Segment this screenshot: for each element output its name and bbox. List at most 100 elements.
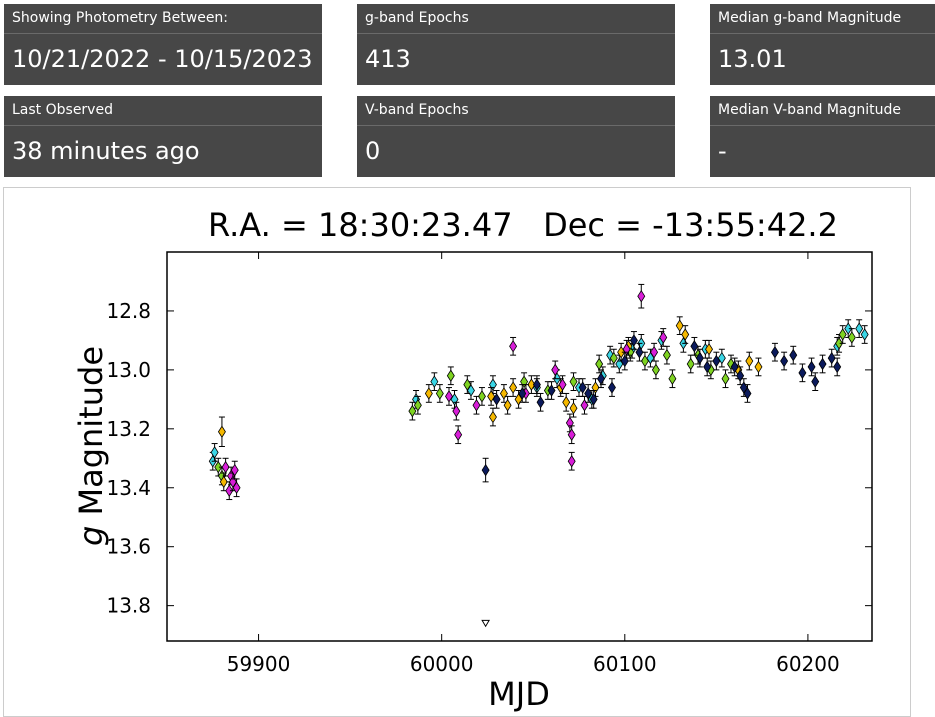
- upper-limit-marker: [481, 619, 490, 628]
- data-point-orange: [488, 410, 497, 424]
- median-v-magnitude-value: -: [718, 137, 727, 165]
- data-point-cyan: [855, 322, 864, 335]
- data-point-orange: [219, 475, 228, 489]
- data-point-cyan: [606, 348, 615, 362]
- data-point-navy: [798, 366, 807, 380]
- data-point-green: [477, 390, 486, 403]
- data-point-magenta: [558, 378, 567, 391]
- data-point-cyan: [430, 375, 439, 388]
- data-point-magenta: [637, 289, 646, 303]
- median-v-magnitude-card: Median V-band Magnitude -: [710, 96, 935, 177]
- data-point-green: [446, 369, 455, 383]
- median-g-magnitude-label: Median g-band Magnitude: [710, 4, 935, 34]
- data-point-green: [847, 331, 856, 344]
- last-observed-value: 38 minutes ago: [12, 137, 200, 165]
- data-point-magenta: [221, 460, 230, 474]
- data-point-cyan: [844, 322, 853, 335]
- data-point-magenta: [445, 390, 453, 403]
- data-point-orange: [562, 396, 571, 409]
- y-tick-label: 13.4: [106, 476, 151, 500]
- data-point-orange: [745, 354, 754, 368]
- data-point-navy: [518, 387, 527, 400]
- median-g-magnitude-card: Median g-band Magnitude 13.01: [710, 4, 935, 85]
- data-point-navy: [743, 387, 752, 400]
- data-point-green: [463, 378, 472, 391]
- data-point-magenta: [551, 363, 560, 377]
- data-point-magenta: [567, 454, 576, 468]
- data-point-magenta: [452, 404, 461, 418]
- data-point-navy: [695, 351, 704, 365]
- light-curve-panel: R.A. = 18:30:23.47 Dec = -13:55:42.2 599…: [3, 187, 911, 717]
- data-point-navy: [607, 381, 616, 394]
- data-point-green: [651, 363, 660, 377]
- chart-title: R.A. = 18:30:23.47 Dec = -13:55:42.2: [208, 206, 838, 244]
- data-point-green: [721, 372, 730, 385]
- data-point-magenta: [454, 428, 463, 441]
- data-point-orange: [754, 360, 763, 374]
- data-point-navy: [780, 354, 789, 368]
- data-point-green: [662, 348, 671, 362]
- x-tick-label: 59900: [227, 652, 291, 676]
- data-point-magenta: [650, 345, 659, 359]
- data-point-cyan: [717, 351, 726, 365]
- data-point-orange: [424, 387, 433, 400]
- data-point-navy: [730, 360, 739, 374]
- y-tick-label: 13.6: [106, 535, 151, 559]
- y-axis-label-text: Magnitude: [72, 346, 110, 526]
- data-point-navy: [620, 354, 629, 368]
- last-observed-card: Last Observed 38 minutes ago: [4, 96, 322, 177]
- data-point-magenta: [472, 398, 481, 412]
- data-point-magenta: [509, 340, 518, 353]
- data-point-cyan: [860, 328, 869, 341]
- data-point-navy: [492, 393, 501, 406]
- data-point-navy: [690, 340, 699, 353]
- data-point-magenta: [622, 343, 631, 356]
- data-point-magenta: [659, 331, 668, 344]
- date-range-card: Showing Photometry Between: 10/21/2022 -…: [4, 4, 322, 85]
- data-point-orange: [509, 381, 518, 394]
- data-point-green: [609, 351, 618, 365]
- data-point-magenta: [580, 398, 589, 412]
- y-axis-label: g Magnitude: [72, 346, 110, 546]
- data-point-orange: [681, 328, 690, 341]
- data-point-navy: [770, 345, 779, 359]
- data-point-cyan: [210, 446, 219, 459]
- y-axis-label-band: g: [72, 526, 110, 546]
- x-tick-label: 60000: [410, 652, 474, 676]
- x-tick-label: 60200: [776, 652, 840, 676]
- data-point-navy: [481, 463, 490, 477]
- g-band-epochs-label: g-band Epochs: [357, 4, 675, 34]
- data-point-navy: [736, 369, 745, 383]
- date-range-label: Showing Photometry Between:: [4, 4, 322, 34]
- v-band-epochs-value: 0: [365, 137, 381, 165]
- data-point-green: [835, 337, 844, 350]
- data-point-navy: [807, 360, 816, 374]
- plot-axes-frame: [166, 251, 873, 642]
- last-observed-label: Last Observed: [4, 96, 322, 126]
- data-point-orange: [217, 425, 226, 439]
- data-point-green: [413, 398, 422, 412]
- date-range-value: 10/21/2022 - 10/15/2023: [12, 45, 313, 73]
- median-g-magnitude-value: 13.01: [718, 45, 787, 73]
- y-tick-label: 12.8: [106, 299, 151, 323]
- y-tick-label: 13.0: [106, 358, 151, 382]
- data-point-navy: [703, 360, 712, 374]
- data-point-green: [214, 460, 223, 474]
- v-band-epochs-label: V-band Epochs: [357, 96, 675, 126]
- data-point-orange: [527, 378, 536, 391]
- data-point-green: [640, 354, 649, 368]
- data-point-navy: [532, 378, 541, 391]
- data-point-green: [408, 404, 417, 418]
- data-point-navy: [578, 381, 587, 394]
- data-point-orange: [499, 387, 508, 400]
- median-v-magnitude-label: Median V-band Magnitude: [710, 96, 935, 126]
- data-point-magenta: [225, 484, 234, 497]
- v-band-epochs-card: V-band Epochs 0: [357, 96, 675, 177]
- data-point-navy: [833, 360, 842, 374]
- data-point-green: [520, 375, 529, 388]
- data-point-navy: [827, 351, 836, 365]
- data-point-green: [838, 328, 847, 341]
- data-point-navy: [811, 375, 820, 388]
- data-point-orange: [569, 401, 578, 415]
- data-point-cyan: [488, 378, 497, 391]
